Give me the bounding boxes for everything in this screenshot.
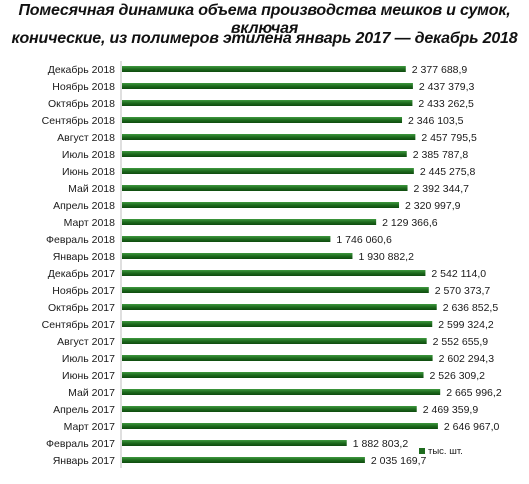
category-label: Июль 2018	[62, 149, 115, 161]
category-label: Август 2018	[57, 132, 115, 144]
bar	[122, 287, 429, 293]
category-label: Октябрь 2017	[48, 302, 115, 314]
legend: тыс. шт.	[419, 446, 463, 457]
bar	[122, 338, 427, 344]
data-label: 2 602 294,3	[439, 353, 495, 365]
category-label: Январь 2017	[53, 455, 115, 467]
data-label: 2 542 114,0	[431, 268, 486, 280]
data-label: 2 665 996,2	[446, 387, 502, 399]
category-label: Май 2017	[68, 387, 115, 399]
data-label: 2 445 275,8	[420, 166, 476, 178]
data-label: 2 469 359,9	[423, 404, 479, 416]
category-label: Декабрь 2018	[48, 64, 115, 76]
bar	[122, 236, 331, 242]
data-label: 2 035 169,7	[371, 455, 427, 467]
data-label: 2 552 655,9	[433, 336, 489, 348]
bar	[122, 304, 437, 310]
bar	[122, 440, 347, 446]
category-label: Январь 2018	[53, 251, 115, 263]
bar	[122, 100, 413, 106]
category-label: Июнь 2017	[62, 370, 115, 382]
category-label: Ноябрь 2017	[52, 285, 115, 297]
category-label: Июль 2017	[62, 353, 115, 365]
bar	[122, 253, 353, 259]
bar	[122, 389, 441, 395]
bar	[122, 66, 406, 72]
category-label: Февраль 2017	[46, 438, 115, 450]
category-label: Июнь 2018	[62, 166, 115, 178]
bar	[122, 83, 413, 89]
category-label: Ноябрь 2018	[52, 81, 115, 93]
legend-swatch	[419, 448, 425, 454]
data-label: 1 882 803,2	[353, 438, 409, 450]
data-label: 1 930 882,2	[358, 251, 414, 263]
data-label: 2 646 967,0	[444, 421, 500, 433]
chart-title-line-2: конические, из полимеров этилена январь …	[11, 30, 518, 47]
data-label: 2 346 103,5	[408, 115, 464, 127]
data-label: 2 392 344,7	[414, 183, 470, 195]
category-label: Декабрь 2017	[48, 268, 115, 280]
bar	[122, 321, 433, 327]
bar	[122, 355, 433, 361]
bar	[122, 117, 403, 123]
legend-label: тыс. шт.	[428, 446, 463, 457]
category-label: Сентябрь 2018	[42, 115, 115, 127]
bar	[122, 270, 426, 276]
data-label: 2 433 262,5	[418, 98, 474, 110]
bar	[122, 219, 377, 225]
data-label: 2 636 852,5	[443, 302, 499, 314]
data-label: 2 437 379,3	[419, 81, 475, 93]
bar	[122, 457, 365, 463]
category-label: Апрель 2017	[53, 404, 115, 416]
category-label: Март 2017	[64, 421, 116, 433]
bar	[122, 151, 407, 157]
data-label: 2 599 324,2	[438, 319, 494, 331]
bar	[122, 168, 414, 174]
category-label: Март 2018	[64, 217, 116, 229]
data-label: 2 385 787,8	[413, 149, 469, 161]
category-label: Апрель 2018	[53, 200, 115, 212]
data-label: 2 129 366,6	[382, 217, 438, 229]
chart-title-line-1: Помесячная динамика объема производства …	[18, 2, 511, 37]
category-label: Февраль 2018	[46, 234, 115, 246]
category-label: Сентябрь 2017	[42, 319, 115, 331]
data-label: 2 377 688,9	[412, 64, 468, 76]
category-label: Октябрь 2018	[48, 98, 115, 110]
data-label: 2 570 373,7	[435, 285, 491, 297]
category-label: Май 2018	[68, 183, 115, 195]
bar	[122, 185, 408, 191]
bar	[122, 406, 417, 412]
bar	[122, 202, 400, 208]
bar	[122, 372, 424, 378]
category-label: Август 2017	[57, 336, 115, 348]
bar	[122, 134, 416, 140]
data-label: 2 526 309,2	[430, 370, 486, 382]
bar	[122, 423, 438, 429]
data-label: 2 457 795,5	[421, 132, 477, 144]
data-label: 2 320 997,9	[405, 200, 461, 212]
data-label: 1 746 060,6	[336, 234, 392, 246]
